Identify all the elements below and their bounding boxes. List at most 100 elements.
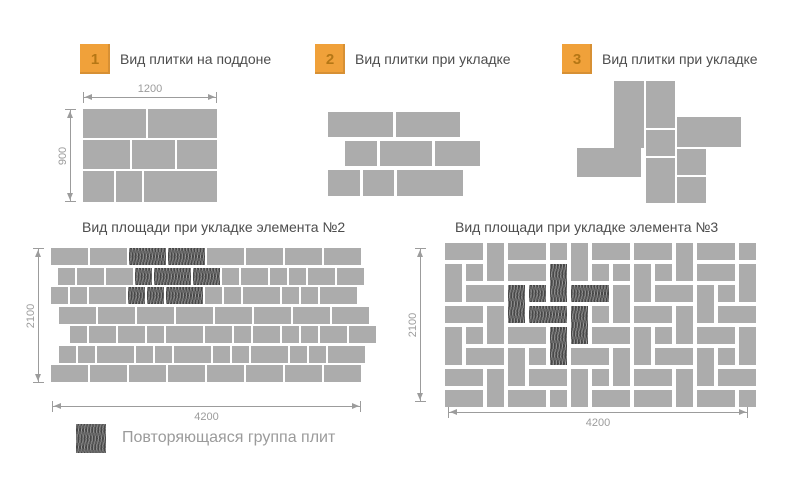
section-number-badge: 3 <box>562 44 592 74</box>
tile <box>301 326 318 343</box>
tile-dark <box>166 287 203 304</box>
dimension-line <box>38 248 39 383</box>
arrow-up-icon <box>67 108 73 118</box>
tile-dark <box>168 248 205 265</box>
tile <box>634 306 672 323</box>
tile <box>508 348 525 386</box>
tile <box>592 369 609 386</box>
dimension-line <box>448 412 748 413</box>
tile <box>168 365 205 382</box>
dimension-tick <box>747 407 748 418</box>
tile <box>487 369 504 407</box>
tile <box>246 365 283 382</box>
tile <box>529 369 567 386</box>
tile <box>51 287 68 304</box>
tile <box>592 306 609 323</box>
tile <box>613 285 630 323</box>
dimension-label: 4200 <box>194 411 219 423</box>
dimension-label: 900 <box>57 146 69 165</box>
tile <box>571 348 609 365</box>
arrow-right-icon <box>739 409 749 415</box>
section-header-3: 3 Вид плитки при укладке <box>562 44 758 74</box>
tile-dark <box>147 287 164 304</box>
tile <box>529 348 546 365</box>
dimension-label: 2100 <box>407 312 419 338</box>
tile <box>215 307 252 324</box>
tile <box>445 306 483 323</box>
tile-dark <box>550 327 567 365</box>
tile <box>697 390 735 407</box>
section-header-2: 2 Вид плитки при укладке <box>315 44 511 74</box>
section-header-1: 1 Вид плитки на поддоне <box>80 44 271 74</box>
dimension-tick <box>216 92 217 103</box>
tile <box>739 390 756 407</box>
tile <box>487 306 504 344</box>
legend-label: Повторяющаяся группа плит <box>122 429 336 446</box>
dimension-tick <box>33 382 44 383</box>
tile <box>697 264 735 281</box>
tile <box>380 141 432 166</box>
tile <box>116 171 142 202</box>
tile <box>129 365 166 382</box>
tile <box>676 369 693 407</box>
tile <box>466 348 504 365</box>
tile <box>634 390 672 407</box>
tile <box>487 243 504 281</box>
tile <box>571 369 588 407</box>
tile <box>308 268 335 285</box>
tile <box>290 346 307 363</box>
tile <box>207 365 244 382</box>
tile <box>309 346 326 363</box>
tile <box>739 327 756 365</box>
section-number-badge: 1 <box>80 44 110 74</box>
tile <box>646 158 675 203</box>
tile <box>345 141 377 166</box>
arrow-left-icon <box>51 403 61 409</box>
tile-dark <box>128 287 145 304</box>
dimension-line <box>70 109 71 202</box>
tile <box>328 170 360 196</box>
tile <box>577 148 641 177</box>
arrow-down-icon <box>417 393 423 403</box>
tile-dark <box>571 306 588 344</box>
tile <box>592 390 630 407</box>
arrow-right-icon <box>352 403 362 409</box>
tile <box>324 248 361 265</box>
tile <box>396 112 460 137</box>
tile <box>445 243 483 260</box>
tile <box>155 346 172 363</box>
tile <box>98 307 135 324</box>
tile <box>466 285 504 302</box>
tile <box>282 287 299 304</box>
tile <box>466 327 483 344</box>
tile <box>137 307 174 324</box>
tile <box>174 346 211 363</box>
section-label: Вид плитки на поддоне <box>120 51 272 67</box>
tile <box>59 307 96 324</box>
legend-swatch <box>76 424 106 453</box>
tile-dark <box>193 268 220 285</box>
tile-dark <box>508 285 525 323</box>
tile <box>508 243 546 260</box>
tile <box>337 268 364 285</box>
tile <box>634 369 672 386</box>
tile <box>697 348 714 386</box>
tile <box>301 287 318 304</box>
dimension-line <box>52 406 361 407</box>
tile <box>363 170 394 196</box>
tile <box>90 248 127 265</box>
tile <box>655 348 693 365</box>
tile <box>646 130 675 156</box>
dimension-tick <box>360 401 361 412</box>
tile <box>508 264 546 281</box>
dimension-label: 1200 <box>137 83 163 95</box>
tile <box>445 327 462 365</box>
tile <box>78 346 95 363</box>
arrow-left-icon <box>82 94 92 100</box>
tile <box>677 149 706 175</box>
tile <box>718 285 735 302</box>
tile <box>285 248 322 265</box>
tile <box>613 264 630 281</box>
dimension-tick <box>448 407 449 418</box>
tile-dark <box>550 264 567 302</box>
